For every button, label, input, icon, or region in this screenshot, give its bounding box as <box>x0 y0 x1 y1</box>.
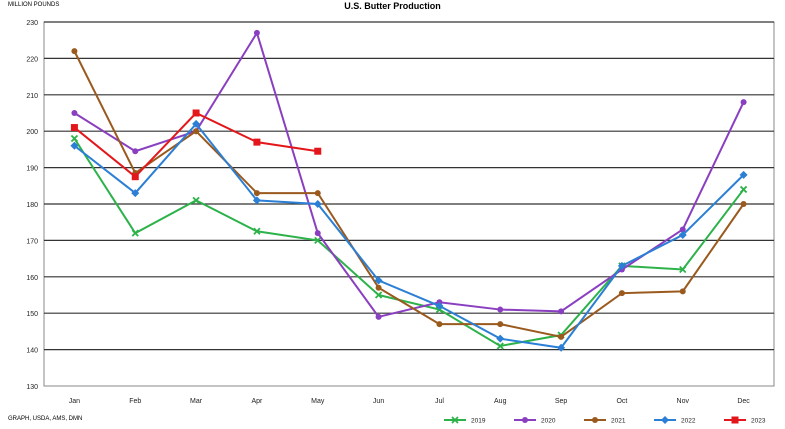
legend-label-2020: 2020 <box>541 418 556 425</box>
y-tick-label: 160 <box>26 275 38 282</box>
data-point-2020 <box>679 226 686 233</box>
data-point-2020 <box>497 306 504 313</box>
series-line-2019 <box>73 137 745 348</box>
data-point-2023 <box>253 138 261 146</box>
data-point-2020 <box>558 308 565 315</box>
data-point-2020 <box>375 313 382 320</box>
data-point-2019 <box>131 229 139 237</box>
data-point-2019 <box>496 342 504 350</box>
legend-marker-2021 <box>592 417 598 423</box>
data-point-2022 <box>617 261 626 270</box>
data-point-2021 <box>436 321 443 328</box>
data-point-2019 <box>739 185 748 194</box>
legend-marker-2020 <box>522 417 528 423</box>
data-point-2022 <box>435 301 444 310</box>
legend-label-2021: 2021 <box>611 418 626 425</box>
x-tick-label: Apr <box>251 398 263 405</box>
data-point-2022 <box>557 343 566 352</box>
y-tick-label: 180 <box>26 202 38 209</box>
data-point-2019 <box>314 236 322 245</box>
data-point-2023 <box>70 124 78 132</box>
y-axis-unit-label: MILLION POUNDS <box>8 2 60 8</box>
x-tick-label: Jan <box>69 398 80 405</box>
source-note: GRAPH, USDA, AMS, DMN <box>8 416 83 422</box>
data-point-2022 <box>131 189 140 198</box>
data-point-2021 <box>253 190 260 197</box>
y-tick-label: 140 <box>26 348 38 355</box>
series-line-2022 <box>73 122 745 349</box>
data-point-2019 <box>70 134 79 143</box>
y-tick-label: 220 <box>26 56 38 63</box>
y-tick-label: 200 <box>26 129 38 136</box>
data-point-2021 <box>71 48 78 55</box>
data-point-2019 <box>253 227 261 235</box>
series-line-2021 <box>73 50 745 338</box>
chart-title: U.S. Butter Production <box>344 1 441 11</box>
data-point-2022 <box>739 170 748 179</box>
series-line-2020 <box>73 30 745 318</box>
legend-label-2019: 2019 <box>471 418 486 425</box>
y-tick-label: 170 <box>26 238 38 245</box>
x-tick-label: Jun <box>373 398 384 405</box>
x-tick-label: Sep <box>555 398 568 405</box>
data-point-2020 <box>132 148 139 155</box>
data-point-2021 <box>679 288 686 295</box>
y-tick-label: 230 <box>26 20 38 27</box>
y-tick-label: 150 <box>26 311 38 318</box>
data-point-2021 <box>740 201 747 207</box>
data-point-2021 <box>558 333 565 340</box>
legend-label-2022: 2022 <box>681 418 696 425</box>
data-point-2022 <box>192 119 201 128</box>
y-tick-label: 130 <box>26 384 38 391</box>
data-point-2019 <box>192 196 200 204</box>
data-point-2022 <box>496 334 505 343</box>
data-point-2021 <box>193 128 200 135</box>
data-point-2020 <box>71 110 78 116</box>
legend-marker-2022 <box>661 416 669 424</box>
x-tick-label: Dec <box>737 398 750 405</box>
data-point-2020 <box>740 99 747 106</box>
data-point-2022 <box>374 276 383 285</box>
data-point-2021 <box>314 190 321 197</box>
y-tick-label: 190 <box>26 166 38 173</box>
data-point-2021 <box>497 321 504 328</box>
data-point-2021 <box>618 290 625 297</box>
x-tick-label: Aug <box>494 398 507 405</box>
data-point-2021 <box>375 284 382 291</box>
data-point-2022 <box>70 141 79 150</box>
data-point-2019 <box>374 291 383 299</box>
data-point-2022 <box>678 230 687 239</box>
legend-marker-2023 <box>731 416 739 424</box>
data-point-2023 <box>131 173 139 181</box>
x-tick-label: Oct <box>616 398 627 405</box>
x-tick-label: Feb <box>129 398 141 405</box>
x-tick-label: Mar <box>190 398 203 405</box>
data-point-2019 <box>679 265 687 274</box>
x-tick-label: Jul <box>435 398 444 405</box>
legend-marker-2019 <box>451 416 459 424</box>
data-point-2023 <box>192 109 200 117</box>
data-point-2022 <box>252 196 261 205</box>
legend-label-2023: 2023 <box>751 418 766 425</box>
x-tick-label: May <box>311 398 325 405</box>
x-tick-label: Nov <box>677 398 690 405</box>
data-point-2020 <box>314 230 321 237</box>
data-point-2023 <box>314 147 322 155</box>
y-tick-label: 210 <box>26 93 38 100</box>
data-point-2022 <box>313 200 322 208</box>
data-point-2020 <box>253 29 260 36</box>
